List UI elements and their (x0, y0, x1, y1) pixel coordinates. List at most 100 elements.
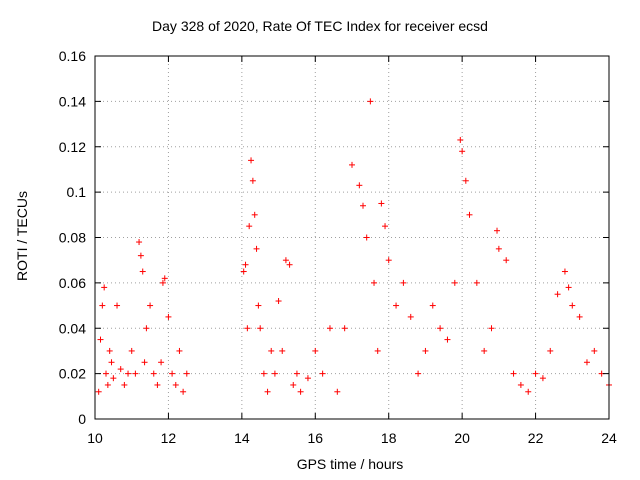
data-point (159, 279, 166, 286)
data-point (462, 177, 469, 184)
data-point (290, 381, 297, 388)
data-point (268, 347, 275, 354)
data-point (312, 347, 319, 354)
x-tick-label: 10 (87, 430, 103, 446)
data-point (260, 370, 267, 377)
data-point (255, 302, 262, 309)
data-point (382, 223, 389, 230)
data-point (565, 284, 572, 291)
ticks-layer: 10 12 14 16 18 20 22 24 0 0.02 0.04 0.06 0.08 0.1 0.12… (59, 48, 617, 446)
data-point (481, 347, 488, 354)
data-point (371, 279, 378, 286)
data-point (158, 359, 165, 366)
data-point (176, 347, 183, 354)
data-point (554, 291, 561, 298)
x-axis-label: GPS time / hours (296, 456, 404, 472)
data-point (165, 313, 172, 320)
data-point (249, 177, 256, 184)
data-point (293, 370, 300, 377)
grid-layer (95, 56, 609, 419)
chart-title: Day 328 of 2020, Rate Of TEC Index for r… (152, 18, 488, 34)
data-point (297, 388, 304, 395)
x-tick-label: 18 (381, 430, 397, 446)
data-point (101, 284, 108, 291)
data-point (169, 370, 176, 377)
data-point (108, 359, 115, 366)
data-point (242, 261, 249, 268)
data-point (99, 302, 106, 309)
data-point (154, 381, 161, 388)
data-point (363, 234, 370, 241)
data-point (393, 302, 400, 309)
data-point (457, 136, 464, 143)
data-point (407, 313, 414, 320)
data-point (132, 370, 139, 377)
data-point (150, 370, 157, 377)
data-point (110, 375, 117, 382)
y-tick-label: 0.04 (59, 320, 86, 336)
data-point (103, 370, 110, 377)
data-point (374, 347, 381, 354)
y-tick-label: 0.14 (59, 93, 86, 109)
data-point (583, 359, 590, 366)
data-point (136, 239, 143, 246)
data-point (473, 279, 480, 286)
data-point (561, 268, 568, 275)
data-point (422, 347, 429, 354)
data-point (356, 182, 363, 189)
data-point (415, 370, 422, 377)
data-point (97, 336, 104, 343)
data-point (143, 325, 150, 332)
data-point (264, 388, 271, 395)
y-tick-label: 0.1 (67, 184, 87, 200)
data-point (341, 325, 348, 332)
data-point (444, 336, 451, 343)
x-tick-label: 12 (161, 430, 177, 446)
data-point (400, 279, 407, 286)
data-point (137, 252, 144, 259)
data-point (125, 370, 132, 377)
data-point (360, 202, 367, 209)
data-point (367, 98, 374, 105)
data-point (488, 325, 495, 332)
data-point (494, 227, 501, 234)
data-point (319, 370, 326, 377)
data-point (326, 325, 333, 332)
data-point (576, 313, 583, 320)
data-point (532, 370, 539, 377)
y-tick-label: 0.12 (59, 139, 86, 155)
data-point (104, 381, 111, 388)
data-point (128, 347, 135, 354)
x-tick-label: 24 (601, 430, 617, 446)
data-point (180, 388, 187, 395)
data-point (286, 261, 293, 268)
y-tick-label: 0.06 (59, 275, 86, 291)
data-point (378, 200, 385, 207)
data-point (304, 375, 311, 382)
data-point (517, 381, 524, 388)
data-point (503, 257, 510, 264)
x-tick-label: 20 (454, 430, 470, 446)
data-point (246, 223, 253, 230)
data-point (591, 347, 598, 354)
data-point (385, 257, 392, 264)
data-point (183, 370, 190, 377)
data-point (139, 268, 146, 275)
data-point (429, 302, 436, 309)
data-point (117, 366, 124, 373)
data-point (248, 157, 255, 164)
points-layer (95, 98, 612, 395)
data-point (459, 148, 466, 155)
data-point (141, 359, 148, 366)
data-point (569, 302, 576, 309)
x-tick-label: 22 (528, 430, 544, 446)
data-point (349, 161, 355, 168)
data-point (114, 302, 121, 309)
y-tick-label: 0 (78, 411, 86, 427)
x-tick-label: 14 (234, 430, 250, 446)
data-point (437, 325, 444, 332)
data-point (240, 268, 247, 275)
data-point (525, 388, 532, 395)
data-point (510, 370, 517, 377)
